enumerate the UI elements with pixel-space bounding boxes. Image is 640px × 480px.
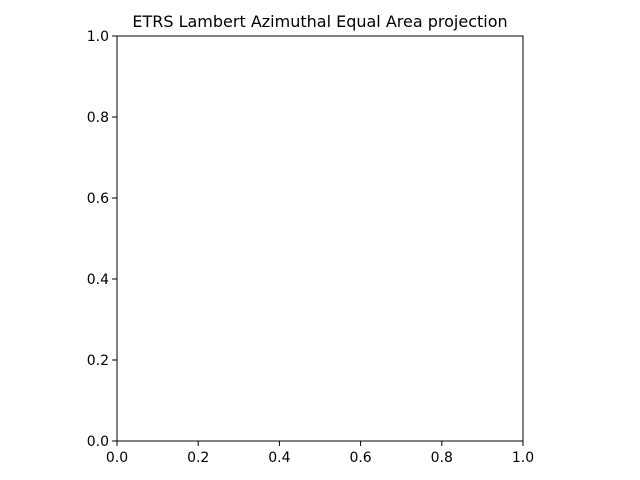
x-tick-label: 0.6: [349, 450, 371, 466]
y-axis: 0.0 0.2 0.4 0.6 0.8 1.0: [87, 29, 117, 450]
y-tick-label: 0.2: [87, 353, 109, 369]
x-tick-label: 0.4: [268, 450, 290, 466]
plot-area: [116, 35, 524, 442]
y-tick-label: 0.0: [87, 434, 109, 450]
y-tick-label: 0.8: [87, 110, 109, 126]
x-tick-label: 0.2: [187, 450, 209, 466]
x-tick-label: 0.8: [431, 450, 453, 466]
y-tick-label: 0.4: [87, 272, 109, 288]
y-tick-label: 0.6: [87, 191, 109, 207]
chart-title: ETRS Lambert Azimuthal Equal Area projec…: [132, 12, 507, 31]
x-tick-label: 0.0: [106, 450, 128, 466]
y-tick-label: 1.0: [87, 29, 109, 45]
x-tick-label: 1.0: [512, 450, 534, 466]
x-axis: 0.0 0.2 0.4 0.6 0.8 1.0: [106, 441, 534, 466]
